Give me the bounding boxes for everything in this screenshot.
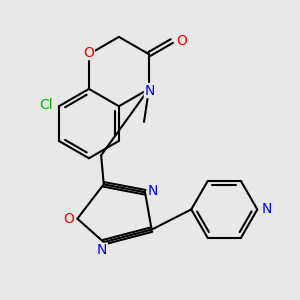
Text: N: N bbox=[97, 243, 107, 257]
Text: O: O bbox=[83, 46, 94, 60]
Text: Cl: Cl bbox=[40, 98, 53, 112]
Text: N: N bbox=[144, 84, 155, 98]
Text: O: O bbox=[176, 34, 187, 48]
Text: O: O bbox=[63, 212, 74, 226]
Text: N: N bbox=[148, 184, 158, 198]
Text: N: N bbox=[261, 202, 272, 216]
